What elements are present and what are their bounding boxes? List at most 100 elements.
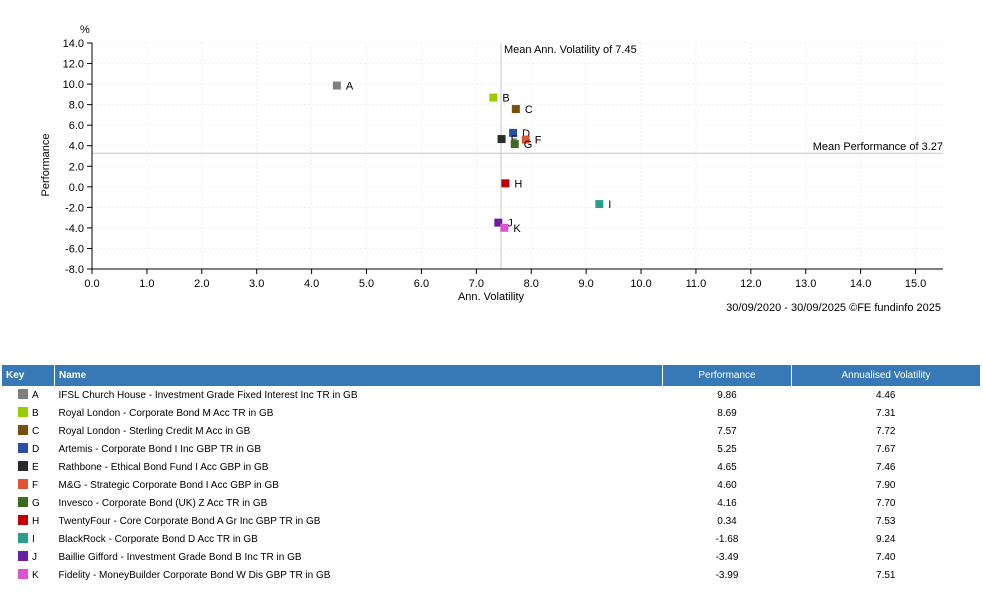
y-axis-ticks: 14.0 12.0 10.0 8.0 6.0 4.0 2.0 0.0 -2.0 -4.0 -6.0 -… bbox=[63, 38, 92, 276]
performance-value: 0.34 bbox=[717, 515, 737, 527]
color-swatch-icon bbox=[18, 407, 28, 417]
fund-name: Royal London - Sterling Credit M Acc in … bbox=[58, 425, 251, 437]
data-point-f: F bbox=[521, 135, 542, 147]
data-point-e: E bbox=[497, 134, 518, 146]
data-point-g: G bbox=[510, 139, 532, 151]
point-marker bbox=[595, 200, 604, 209]
x-tick-label: 9.0 bbox=[578, 278, 593, 290]
x-tick-label: 13.0 bbox=[795, 278, 816, 290]
axes bbox=[91, 43, 943, 270]
fund-name: M&G - Strategic Corporate Bond I Acc GBP… bbox=[58, 479, 279, 491]
header-key[interactable]: Key bbox=[2, 365, 55, 386]
data-points: A B CDE FG H I J K bbox=[332, 81, 611, 235]
header-volatility[interactable]: Annualised Volatility bbox=[791, 365, 980, 386]
fund-name: TwentyFour - Core Corporate Bond A Gr In… bbox=[58, 515, 321, 527]
table-row: E Rathbone - Ethical Bond Fund I Acc GBP … bbox=[2, 458, 980, 476]
point-label: A bbox=[346, 81, 354, 93]
data-point-k: K bbox=[500, 223, 521, 235]
y-tick-label: 8.0 bbox=[69, 100, 84, 112]
risk-return-scatter-chart: 14.0 12.0 10.0 8.0 6.0 4.0 2.0 0.0 -2.0 -4.0 -6.0 -… bbox=[40, 24, 943, 303]
performance-value: 4.65 bbox=[717, 461, 737, 473]
color-swatch-icon bbox=[18, 515, 28, 525]
data-point-h: H bbox=[501, 178, 522, 190]
x-tick-label: 0.0 bbox=[84, 278, 99, 290]
performance-value: -1.68 bbox=[715, 533, 739, 545]
point-marker bbox=[501, 179, 510, 188]
mean-volatility-label: Mean Ann. Volatility of 7.45 bbox=[504, 44, 637, 56]
point-marker bbox=[510, 140, 519, 149]
grid-lines bbox=[91, 42, 943, 270]
point-label: B bbox=[502, 93, 509, 105]
key-letter: I bbox=[32, 534, 35, 545]
point-label: H bbox=[514, 178, 522, 190]
key-letter: D bbox=[32, 444, 40, 455]
volatility-value: 7.53 bbox=[876, 515, 896, 527]
data-point-b: B bbox=[489, 93, 510, 105]
table-row: F M&G - Strategic Corporate Bond I Acc GB… bbox=[2, 476, 980, 494]
x-tick-label: 5.0 bbox=[359, 278, 374, 290]
y-tick-label: 6.0 bbox=[69, 120, 84, 132]
date-range-copyright: 30/09/2020 - 30/09/2025 ©FE fundinfo 202… bbox=[726, 302, 941, 314]
key-cell: K bbox=[2, 566, 55, 584]
volatility-value: 7.72 bbox=[876, 425, 896, 437]
key-cell: D bbox=[2, 440, 55, 458]
fund-name: Fidelity - MoneyBuilder Corporate Bond W… bbox=[58, 569, 331, 581]
mean-performance-label: Mean Performance of 3.27 bbox=[813, 141, 943, 153]
point-label: K bbox=[513, 223, 521, 235]
fund-key-table: Key Name Performance Annualised Volatili… bbox=[2, 365, 980, 584]
x-tick-label: 12.0 bbox=[740, 278, 761, 290]
y-tick-label: -8.0 bbox=[65, 264, 84, 276]
table-header-row: Key Name Performance Annualised Volatili… bbox=[2, 365, 980, 386]
point-marker bbox=[509, 128, 518, 137]
performance-value: 8.69 bbox=[717, 407, 737, 419]
x-tick-label: 6.0 bbox=[414, 278, 429, 290]
y-axis-unit: % bbox=[80, 24, 90, 36]
key-cell: B bbox=[2, 404, 55, 422]
y-tick-label: 10.0 bbox=[63, 79, 84, 91]
x-tick-label: 11.0 bbox=[686, 278, 707, 290]
x-axis-ticks: 0.0 1.0 2.0 3.0 4.0 5.0 6.0 7.0 8.0 9.0 10.0 11.0 12… bbox=[84, 269, 926, 290]
key-letter: C bbox=[32, 426, 40, 437]
key-letter: J bbox=[32, 552, 37, 563]
key-letter: F bbox=[32, 480, 39, 491]
color-swatch-icon bbox=[18, 569, 28, 579]
performance-value: 4.60 bbox=[717, 479, 737, 491]
performance-value: 9.86 bbox=[717, 389, 737, 401]
color-swatch-icon bbox=[18, 443, 28, 453]
fund-name: Baillie Gifford - Investment Grade Bond … bbox=[58, 551, 302, 563]
y-axis-label: Performance bbox=[40, 134, 52, 197]
table-row: D Artemis - Corporate Bond I Inc GBP TR i… bbox=[2, 440, 980, 458]
reference-lines bbox=[92, 43, 943, 269]
x-tick-label: 15.0 bbox=[905, 278, 926, 290]
volatility-value: 7.31 bbox=[876, 407, 896, 419]
key-letter: K bbox=[32, 570, 39, 581]
header-performance[interactable]: Performance bbox=[662, 365, 792, 386]
data-point-i: I bbox=[595, 199, 611, 211]
table-row: C Royal London - Sterling Credit M Acc in… bbox=[2, 422, 980, 440]
key-cell: F bbox=[2, 476, 55, 494]
key-letter: A bbox=[32, 390, 39, 401]
volatility-value: 7.51 bbox=[876, 569, 896, 581]
volatility-value: 4.46 bbox=[876, 389, 896, 401]
table-row: G Invesco - Corporate Bond (UK) Z Acc TR … bbox=[2, 494, 980, 512]
point-label: C bbox=[525, 104, 533, 116]
x-tick-label: 10.0 bbox=[630, 278, 651, 290]
table-row: B Royal London - Corporate Bond M Acc TR … bbox=[2, 404, 980, 422]
key-cell: J bbox=[2, 548, 55, 566]
key-letter: H bbox=[32, 516, 40, 527]
x-tick-label: 3.0 bbox=[249, 278, 264, 290]
key-cell: A bbox=[2, 386, 55, 404]
key-cell: G bbox=[2, 494, 55, 512]
y-tick-label: 12.0 bbox=[63, 59, 84, 71]
table-row: K Fidelity - MoneyBuilder Corporate Bond … bbox=[2, 566, 980, 584]
point-marker bbox=[521, 135, 530, 144]
point-label: J bbox=[507, 218, 513, 230]
volatility-value: 7.67 bbox=[876, 443, 896, 455]
y-tick-label: -2.0 bbox=[65, 202, 84, 214]
x-tick-label: 1.0 bbox=[139, 278, 154, 290]
header-name[interactable]: Name bbox=[54, 365, 663, 386]
performance-value: 4.16 bbox=[717, 497, 737, 509]
y-tick-label: 14.0 bbox=[63, 38, 84, 50]
performance-value: -3.99 bbox=[715, 569, 739, 581]
x-tick-label: 4.0 bbox=[304, 278, 319, 290]
